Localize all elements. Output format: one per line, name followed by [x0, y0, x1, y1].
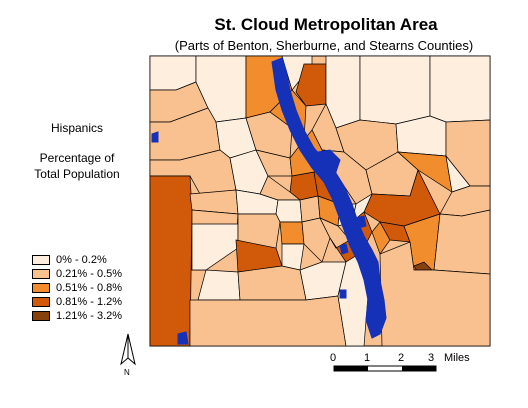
legend-item: 0% - 0.2%: [32, 253, 122, 267]
tract-region: [281, 243, 305, 271]
lake-2: [177, 331, 189, 345]
tract-region: [279, 221, 305, 245]
tract-region: [395, 115, 447, 157]
legend: 0% - 0.2% 0.21% - 0.5% 0.51% - 0.8% 0.81…: [32, 253, 122, 323]
tract-region: [299, 195, 321, 223]
scale-bar: [333, 365, 437, 372]
tract-region: [359, 55, 431, 125]
scale-tick-label: 3: [428, 352, 435, 364]
legend-item: 0.21% - 0.5%: [32, 267, 122, 281]
legend-label: 0% - 0.2%: [56, 254, 107, 266]
tract-region: [189, 295, 347, 347]
lake-4: [355, 215, 367, 229]
map-subtitle: (Parts of Benton, Sherburne, and Stearns…: [174, 38, 474, 53]
lake-3: [339, 289, 347, 299]
lake-1: [151, 131, 159, 143]
legend-measure-line1: Percentage of: [39, 151, 115, 165]
scale-tick-label: 1: [364, 352, 371, 364]
river-water: [151, 57, 387, 345]
legend-swatch: [32, 311, 50, 321]
tract-region: [379, 241, 491, 347]
tract-region: [433, 209, 491, 275]
legend-subject: Hispanics: [50, 121, 104, 135]
tract-region: [191, 223, 239, 271]
legend-label: 0.51% - 0.8%: [56, 282, 123, 294]
tract-region: [237, 265, 307, 301]
legend-swatch: [32, 283, 50, 293]
tract-region: [149, 175, 193, 347]
north-label: N: [124, 368, 130, 377]
tract-region: [245, 111, 293, 159]
lake-5: [339, 243, 349, 255]
legend-swatch: [32, 297, 50, 307]
legend-swatch: [32, 255, 50, 265]
tract-region: [275, 199, 303, 223]
map-title: St. Cloud Metropolitan Area: [214, 15, 438, 34]
legend-label: 0.21% - 0.5%: [56, 268, 123, 280]
scale-tick-label: 2: [398, 352, 405, 364]
scale-unit-label: Miles: [444, 352, 470, 364]
legend-label: 0.81% - 1.2%: [56, 296, 123, 308]
scale-tick-label: 0: [330, 352, 337, 364]
north-arrow-icon: [120, 333, 136, 366]
tract-region: [429, 55, 491, 123]
mississippi-river: [271, 57, 387, 339]
legend-swatch: [32, 269, 50, 279]
tract-region: [259, 175, 301, 201]
legend-item: 0.81% - 1.2%: [32, 295, 122, 309]
tract-region: [301, 217, 331, 263]
river-channel: [317, 149, 341, 173]
legend-measure-line2: Total Population: [34, 167, 120, 181]
legend-label: 1.21% - 3.2%: [56, 310, 123, 322]
legend-item: 1.21% - 3.2%: [32, 309, 122, 323]
legend-item: 0.51% - 0.8%: [32, 281, 122, 295]
tract-region: [295, 63, 327, 107]
